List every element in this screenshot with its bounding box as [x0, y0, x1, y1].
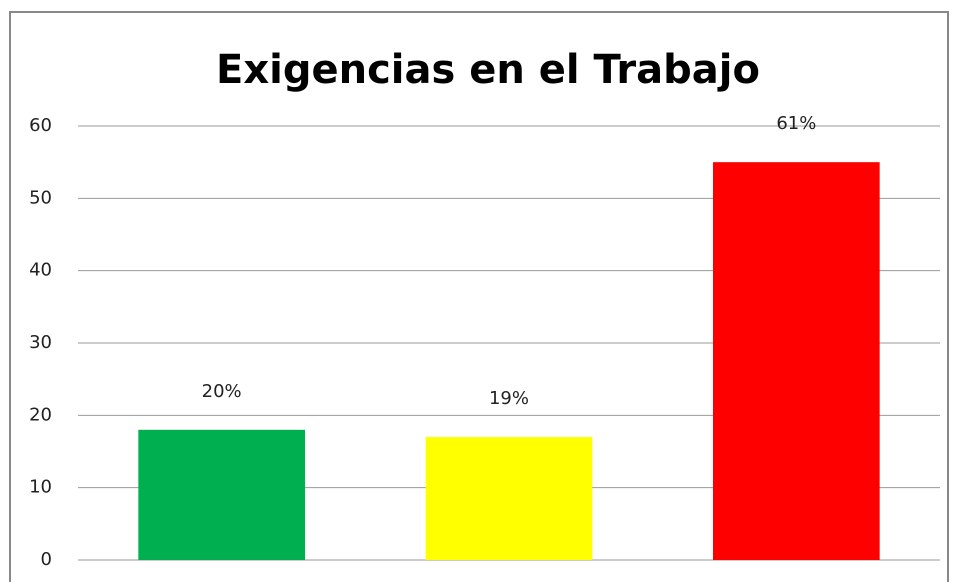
y-tick-label: 40 [29, 260, 52, 281]
bar [425, 437, 593, 560]
y-tick-label: 10 [29, 477, 52, 498]
chart-title: Exigencias en el Trabajo [216, 47, 760, 93]
y-tick-label: 0 [41, 549, 52, 570]
data-label: 61% [776, 113, 816, 134]
y-tick-label: 20 [29, 404, 52, 425]
y-tick-label: 50 [29, 187, 52, 208]
data-label: 20% [202, 381, 242, 402]
y-tick-label: 30 [29, 332, 52, 353]
y-tick-label: 60 [29, 115, 52, 136]
bar [138, 429, 305, 560]
bar [713, 162, 880, 560]
data-label: 19% [489, 388, 529, 409]
